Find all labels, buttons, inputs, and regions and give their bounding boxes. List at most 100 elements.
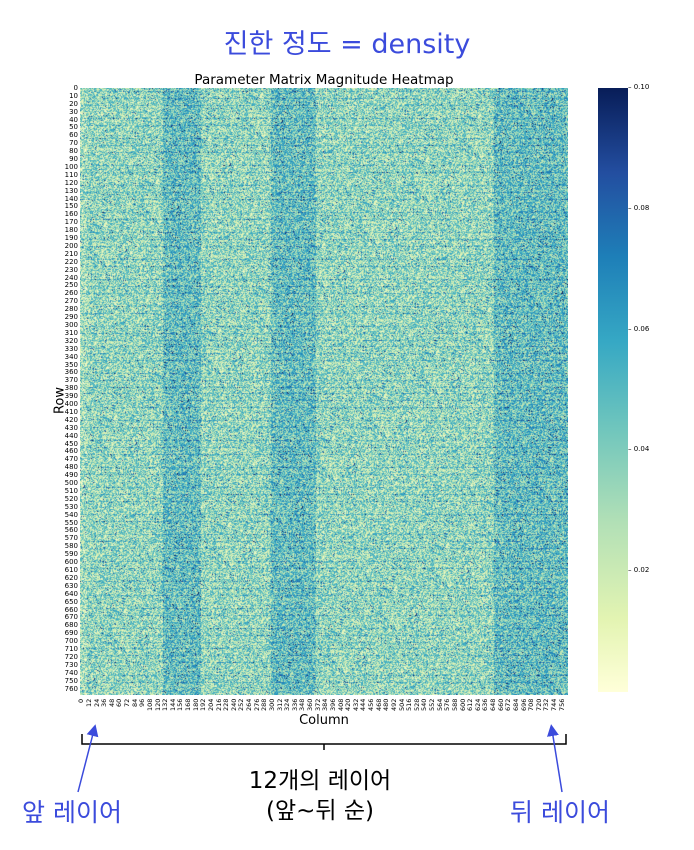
x-tick-label: 516: [405, 698, 414, 711]
y-tick-label: 480: [64, 463, 78, 472]
x-tick-label: 12: [84, 698, 93, 707]
y-tick-label: 750: [64, 676, 78, 685]
x-tick-label: 72: [123, 698, 132, 707]
layers-label-line2: (앞~뒤 순): [265, 798, 374, 824]
colorbar-tick-label: – 0.10: [628, 83, 650, 91]
y-tick-label: 320: [64, 336, 78, 345]
chart-title: Parameter Matrix Magnitude Heatmap: [194, 72, 454, 88]
x-tick-label: 756: [557, 698, 566, 711]
y-tick-label: 710: [64, 645, 78, 654]
y-tick-label: 330: [64, 344, 78, 353]
y-tick-label: 420: [64, 415, 78, 424]
y-tick-label: 350: [64, 360, 78, 369]
y-tick-label: 200: [64, 241, 78, 250]
y-tick-label: 110: [64, 170, 78, 179]
x-tick-label: 612: [466, 698, 475, 711]
y-tick-label: 570: [64, 534, 78, 543]
y-tick-label: 500: [64, 479, 78, 488]
heatmap-canvas: [80, 88, 568, 695]
y-tick-label: 720: [64, 652, 78, 661]
y-tick-label: 0: [73, 83, 78, 92]
colorbar-tick-label: – 0.08: [628, 203, 650, 212]
x-axis-label: Column: [299, 713, 349, 728]
y-tick-label: 440: [64, 431, 78, 440]
y-tick-label: 210: [64, 249, 78, 258]
x-tick-label: 456: [367, 698, 376, 711]
x-tick-label: 492: [389, 698, 398, 711]
y-tick-label: 630: [64, 581, 78, 590]
x-tick-label: 396: [328, 698, 337, 711]
y-tick-label: 90: [69, 155, 78, 164]
y-tick-label: 150: [64, 202, 78, 211]
y-tick-label: 660: [64, 605, 78, 614]
y-tick-label: 40: [69, 115, 78, 124]
y-tick-label: 310: [64, 328, 78, 337]
y-tick-label: 650: [64, 597, 78, 606]
y-tick-label: 590: [64, 550, 78, 559]
x-tick-label: 552: [428, 698, 437, 711]
y-tick-label: 390: [64, 392, 78, 401]
colorbar-tick-label: – 0.04: [628, 445, 650, 454]
x-tick-label: 648: [489, 698, 498, 711]
y-tick-label: 520: [64, 494, 78, 503]
y-tick-label: 530: [64, 502, 78, 511]
y-tick-label: 290: [64, 313, 78, 322]
x-tick-label: 264: [245, 698, 254, 711]
x-tick-label: 360: [306, 698, 315, 711]
y-tick-label: 470: [64, 455, 78, 464]
y-tick-label: 430: [64, 423, 78, 432]
y-tick-label: 760: [64, 684, 78, 693]
y-tick-label: 410: [64, 407, 78, 416]
layers-label-line1: 12개의 레이어: [248, 768, 392, 794]
y-tick-label: 490: [64, 471, 78, 480]
y-tick-label: 680: [64, 621, 78, 630]
y-tick-label: 280: [64, 305, 78, 314]
y-tick-label: 190: [64, 234, 78, 243]
y-tick-label: 260: [64, 289, 78, 298]
layers-label: 12개의 레이어 (앞~뒤 순): [200, 766, 440, 826]
x-tick-label: 420: [344, 698, 353, 711]
colorbar-tick-label: – 0.06: [628, 324, 650, 333]
colorbar: [598, 88, 628, 692]
y-tick-label: 540: [64, 510, 78, 519]
colorbar-tick-label: – 0.02: [628, 566, 650, 575]
y-tick-label: 170: [64, 218, 78, 227]
y-tick-label: 230: [64, 265, 78, 274]
y-tick-label: 30: [69, 107, 78, 116]
x-tick-label: 744: [550, 698, 559, 711]
y-tick-label: 360: [64, 368, 78, 377]
y-tick-label: 160: [64, 210, 78, 219]
y-tick-label: 740: [64, 668, 78, 677]
y-tick-label: 120: [64, 178, 78, 187]
y-tick-label: 370: [64, 376, 78, 385]
back-layer-label: 뒤 레이어: [510, 798, 610, 827]
y-tick-label: 220: [64, 257, 78, 266]
y-tick-label: 620: [64, 573, 78, 582]
y-tick-label: 270: [64, 297, 78, 306]
x-tick-label: 168: [184, 698, 193, 711]
x-tick-label: 708: [527, 698, 536, 711]
y-tick-label: 610: [64, 566, 78, 575]
y-tick-label: 550: [64, 518, 78, 527]
x-tick-label: 300: [267, 698, 276, 711]
y-tick-label: 640: [64, 589, 78, 598]
y-tick-label: 600: [64, 558, 78, 567]
x-tick-label: 108: [145, 698, 154, 711]
y-tick-label: 80: [69, 147, 78, 156]
y-tick-label: 400: [64, 400, 78, 409]
x-tick-label: 204: [206, 698, 215, 711]
x-tick-label: 684: [511, 698, 520, 711]
y-tick-label: 130: [64, 186, 78, 195]
y-tick-label: 580: [64, 542, 78, 551]
y-tick-label: 690: [64, 629, 78, 638]
y-tick-label: 70: [69, 139, 78, 148]
front-layer-label: 앞 레이어: [22, 798, 122, 827]
y-tick-label: 460: [64, 447, 78, 456]
y-tick-label: 560: [64, 526, 78, 535]
y-tick-label: 340: [64, 352, 78, 361]
x-tick-label: 132: [161, 698, 170, 711]
y-tick-label: 180: [64, 226, 78, 235]
y-tick-label: 10: [69, 91, 78, 100]
y-tick-label: 50: [69, 123, 78, 132]
x-tick-label: 36: [100, 698, 109, 707]
